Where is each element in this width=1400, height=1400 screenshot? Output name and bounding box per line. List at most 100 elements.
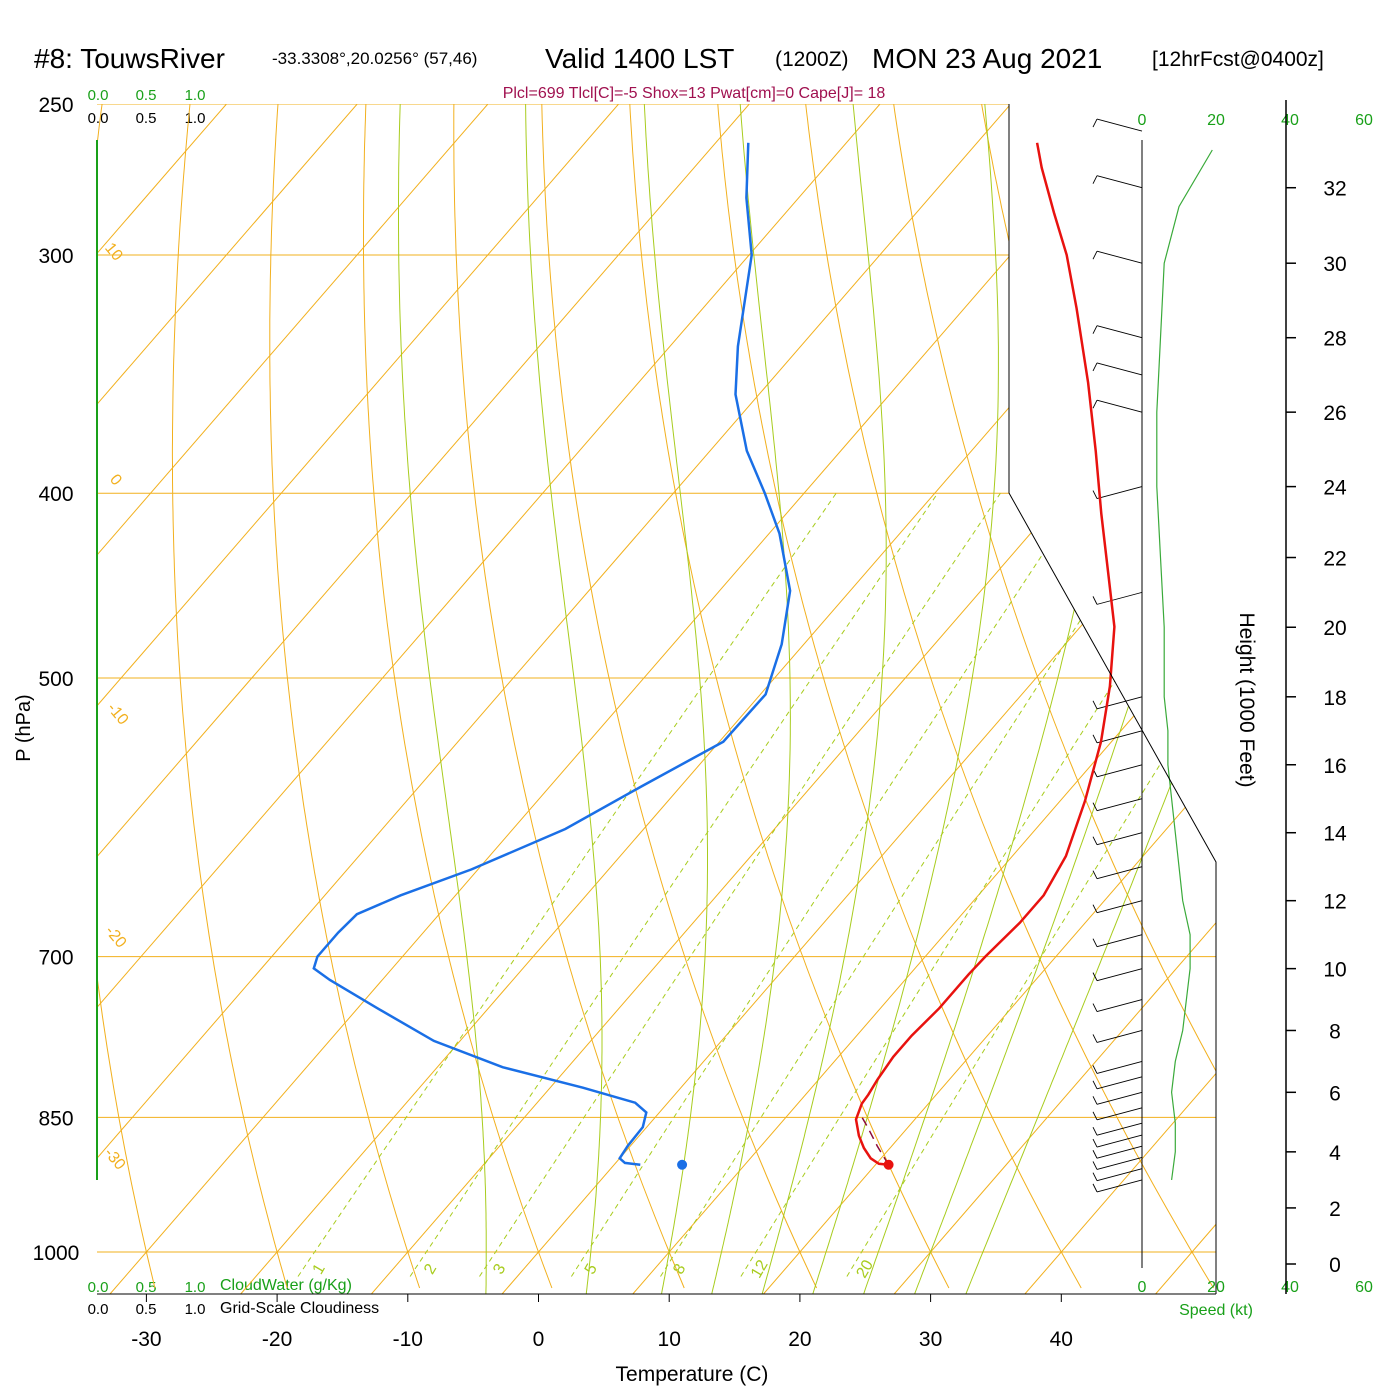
pressure-tick-label: 400 xyxy=(38,483,73,506)
isotherm xyxy=(109,104,1142,1294)
wind-speed-profile xyxy=(1156,149,1213,1180)
theta-label: 0 xyxy=(106,471,125,489)
pressure-tick-label: 1000 xyxy=(33,1242,80,1265)
dry-adiabat xyxy=(805,104,1215,1289)
pressure-tick-label: 500 xyxy=(38,668,73,691)
mixing-ratio-label: 20 xyxy=(853,1257,877,1281)
dry-adiabat xyxy=(717,104,1082,1289)
cloudiness-scale-bottom: 0.0 0.5 1.0 Grid-Scale Cloudiness xyxy=(88,1300,380,1318)
cloud-tick: 0.0 xyxy=(88,1301,109,1318)
wind-barb xyxy=(1096,1134,1143,1148)
stability-indices: Plcl=699 Tlcl[C]=-5 Shox=13 Pwat[cm]=0 C… xyxy=(503,85,886,102)
wind-barb-flag xyxy=(1092,1161,1098,1170)
title-forecast: [12hrFcst@0400z] xyxy=(1152,48,1324,71)
wind-barb xyxy=(1096,1076,1143,1090)
plot-frame xyxy=(96,104,1217,1295)
height-tick-label: 0 xyxy=(1329,1254,1341,1277)
speed-tick-bottom: 60 xyxy=(1355,1279,1373,1296)
wind-barb-flag xyxy=(1092,596,1098,605)
isotherm xyxy=(97,104,358,1294)
height-tick-label: 30 xyxy=(1323,253,1346,276)
cloud-tick: 1.0 xyxy=(185,110,206,127)
moist-adiabat xyxy=(398,104,487,1294)
x-tick-label: 30 xyxy=(919,1328,942,1351)
temperature-profile xyxy=(854,142,1116,1167)
moist-adiabat xyxy=(525,104,603,1294)
title-valid: Valid 1400 LST xyxy=(545,43,734,74)
height-axis-label: Height (1000 Feet) xyxy=(1235,612,1258,787)
cloudwater-scale-top: 0.0 0.5 1.0 xyxy=(88,87,206,104)
cloud-tick: 0.0 xyxy=(88,87,109,104)
cloud-tick: 0.5 xyxy=(136,1279,157,1296)
dry-adiabat xyxy=(97,104,156,1289)
x-axis-label: Temperature (C) xyxy=(616,1363,769,1386)
moist-adiabat xyxy=(710,104,791,1294)
wind-barb xyxy=(1096,1060,1143,1074)
wind-barb xyxy=(1096,118,1143,132)
wind-barb xyxy=(1096,798,1143,812)
moist-adiabat xyxy=(964,104,1216,1294)
isotherm-label: 0 xyxy=(1007,326,1032,353)
cloud-tick: 1.0 xyxy=(185,1279,206,1296)
mixing-ratio-line xyxy=(479,492,1001,1277)
title-station: #8: TouwsRiver xyxy=(34,43,225,74)
wind-barb xyxy=(1096,250,1143,264)
isotherm xyxy=(97,104,1012,1294)
speed-axis-label: Speed (kt) xyxy=(1179,1302,1253,1319)
wind-barb xyxy=(1096,1030,1143,1043)
wind-barb xyxy=(1096,1168,1143,1182)
x-tick-label: 0 xyxy=(533,1328,545,1351)
wind-barb-flag xyxy=(1092,1111,1098,1120)
height-tick-label: 2 xyxy=(1329,1198,1341,1221)
wind-barb-flag xyxy=(1092,1034,1098,1043)
moist-adiabat xyxy=(811,104,999,1294)
isotherm xyxy=(97,104,619,1294)
mixing-ratio-label: 8 xyxy=(670,1261,689,1277)
isotherm xyxy=(501,104,1216,1294)
wind-barb-flag xyxy=(1092,1096,1098,1105)
wind-barb-flag xyxy=(1092,1138,1098,1148)
wind-barb-flag xyxy=(1092,1003,1098,1012)
height-tick-label: 32 xyxy=(1323,178,1346,201)
title-zulu: (1200Z) xyxy=(775,48,849,71)
height-tick-label: 26 xyxy=(1323,402,1346,425)
height-tick-label: 28 xyxy=(1323,328,1346,351)
dry-adiabat xyxy=(363,104,553,1289)
dry-adiabat xyxy=(629,104,950,1289)
wind-barb xyxy=(1096,968,1143,982)
cloudwater-label: CloudWater (g/Kg) xyxy=(220,1277,352,1294)
height-tick-label: 18 xyxy=(1323,687,1346,710)
height-tick-label: 22 xyxy=(1323,548,1346,571)
x-tick-label: -20 xyxy=(262,1328,292,1351)
wind-barb xyxy=(1096,325,1143,339)
wind-barb xyxy=(1096,1157,1143,1170)
dewpoint-profile xyxy=(312,142,792,1167)
wind-barb-flag xyxy=(1092,490,1098,499)
height-tick-label: 20 xyxy=(1323,617,1346,640)
cloudiness-scale-top: 0.0 0.5 1.0 xyxy=(88,110,206,127)
wind-barb-flag xyxy=(1092,870,1098,879)
wind-barb-flag xyxy=(1092,1127,1098,1136)
wind-barb xyxy=(1096,1122,1143,1136)
height-tick-label: 6 xyxy=(1329,1082,1341,1105)
title-coords: -33.3308°,20.0256° (57,46) xyxy=(272,49,477,68)
height-tick-label: 14 xyxy=(1323,823,1347,846)
wind-barb xyxy=(1096,934,1143,948)
mixing-ratio-line xyxy=(846,492,1216,1277)
height-tick-label: 24 xyxy=(1323,477,1347,500)
pressure-tick-label: 850 xyxy=(38,1107,73,1130)
x-tick-label: 20 xyxy=(788,1328,811,1351)
wind-barb-flag xyxy=(1092,175,1098,184)
height-tick-label: 12 xyxy=(1323,891,1346,914)
moist-adiabat xyxy=(761,104,887,1294)
moist-adiabat xyxy=(643,104,708,1294)
mixing-ratio-label: 1 xyxy=(310,1261,329,1277)
speed-tick-top: 60 xyxy=(1355,112,1373,129)
isotherm xyxy=(371,104,1216,1294)
isotherm-label: 10 xyxy=(1040,509,1075,544)
wind-barb-flag xyxy=(1092,734,1098,743)
wind-barb xyxy=(1096,399,1143,413)
cloud-tick: 1.0 xyxy=(185,1301,206,1318)
